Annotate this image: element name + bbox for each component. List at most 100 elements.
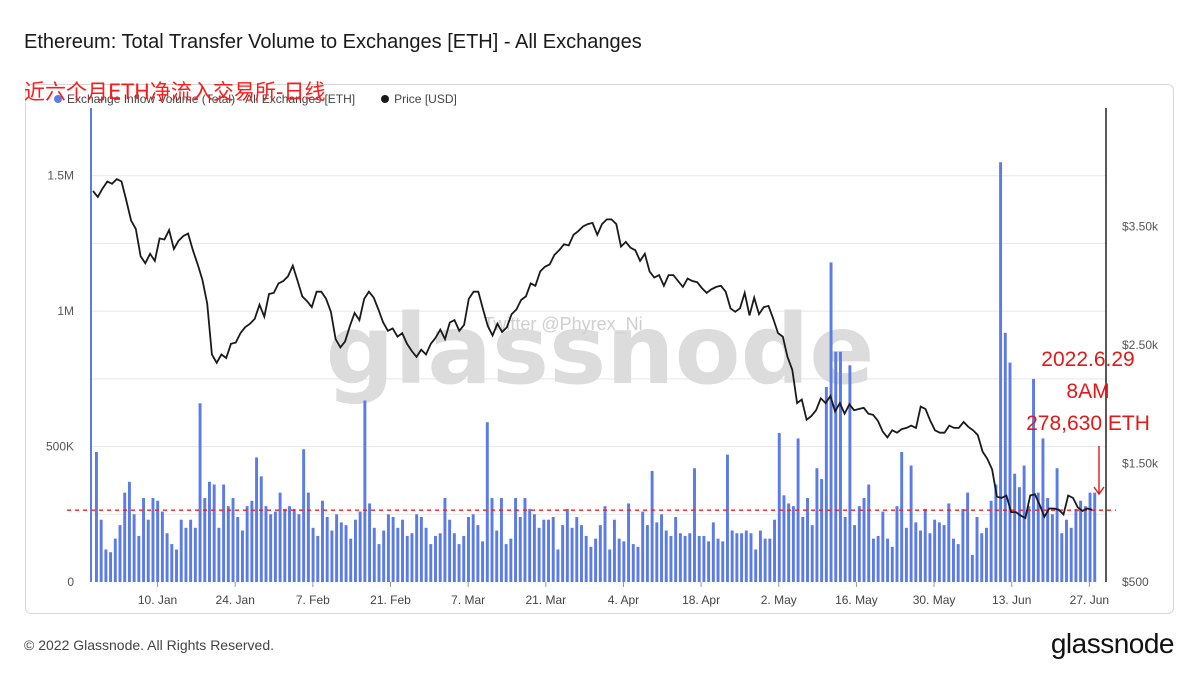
y-axis-left-ticks: 0 500K 1M 1.5M: [46, 169, 74, 589]
inflow-bar: [1041, 438, 1045, 582]
inflow-bar: [942, 525, 946, 582]
inflow-bar: [462, 535, 466, 582]
inflow-bar: [283, 508, 287, 582]
inflow-bar: [123, 492, 127, 582]
inflow-bar: [438, 533, 442, 582]
chart-title: Ethereum: Total Transfer Volume to Excha…: [24, 31, 642, 53]
inflow-bar: [415, 514, 419, 582]
inflow-bar: [980, 533, 984, 582]
inflow-bar: [641, 511, 645, 582]
annotation-date: 2022.6.29: [1041, 348, 1135, 371]
inflow-bar: [900, 451, 904, 582]
inflow-bar: [198, 403, 202, 582]
inflow-bar: [843, 516, 847, 582]
inflow-bar: [1079, 500, 1083, 582]
inflow-bar: [697, 535, 701, 582]
inflow-bar: [886, 538, 890, 582]
inflow-bar: [933, 519, 937, 582]
inflow-bar: [824, 386, 828, 582]
inflow-bar: [203, 498, 207, 582]
inflow-bar: [683, 535, 687, 582]
inflow-bar: [485, 422, 489, 582]
inflow-bar: [109, 552, 113, 582]
inflow-bar: [810, 525, 814, 582]
inflow-bar: [476, 525, 480, 582]
y-left-tick-1: 500K: [46, 440, 74, 454]
watermark-twitter: Twitter @Phyrex_Ni: [483, 314, 642, 335]
legend-inflow[interactable]: Exchange Inflow Volume (Total) - All Exc…: [54, 92, 355, 106]
x-tick-label-10: 30. May: [913, 593, 956, 607]
inflow-bar: [999, 162, 1003, 582]
inflow-bar: [1050, 514, 1054, 582]
inflow-bar: [707, 541, 711, 582]
inflow-bar: [617, 538, 621, 582]
inflow-bar: [984, 527, 988, 582]
inflow-bar: [773, 519, 777, 582]
inflow-bar: [189, 519, 193, 582]
inflow-bar: [919, 530, 922, 582]
inflow-bar: [645, 525, 649, 582]
inflow-bar: [255, 457, 259, 582]
inflow-bar: [208, 481, 211, 582]
inflow-bar: [222, 484, 226, 582]
inflow-bar: [820, 479, 824, 582]
inflow-bar: [735, 533, 739, 582]
chart-legend: Exchange Inflow Volume (Total) - All Exc…: [54, 92, 457, 106]
inflow-bar: [514, 498, 518, 582]
x-tick-label-1: 24. Jan: [216, 593, 255, 607]
inflow-bar: [429, 544, 433, 582]
inflow-bar: [259, 476, 263, 582]
inflow-bar: [1083, 506, 1087, 582]
copyright-footer: © 2022 Glassnode. All Rights Reserved.: [24, 637, 275, 653]
legend-price[interactable]: Price [USD]: [381, 92, 457, 106]
legend-price-dot: [381, 95, 390, 103]
x-tick-label-5: 21. Mar: [525, 593, 566, 607]
y-left-tick-2: 1M: [57, 304, 74, 318]
inflow-bar: [1003, 332, 1007, 582]
inflow-bar: [952, 538, 955, 582]
inflow-bar: [970, 554, 974, 582]
inflow-bar: [160, 511, 164, 582]
inflow-bar: [401, 519, 404, 582]
inflow-bar: [368, 503, 372, 582]
price-line: [92, 178, 1093, 520]
annotation-time: 8AM: [1066, 380, 1110, 403]
inflow-bar: [829, 262, 833, 582]
inflow-bar: [377, 544, 381, 582]
inflow-bar: [923, 508, 927, 582]
inflow-bar: [768, 538, 772, 582]
inflow-bar: [801, 516, 805, 582]
inflow-bar: [127, 481, 131, 582]
inflow-bar: [151, 498, 155, 582]
inflow-bar: [777, 433, 781, 582]
glassnode-logo[interactable]: glassnode: [1050, 628, 1175, 659]
inflow-bar: [881, 511, 885, 582]
inflow-bar: [165, 533, 169, 582]
legend-inflow-label: Exchange Inflow Volume (Total) - All Exc…: [67, 92, 356, 106]
inflow-bar: [890, 546, 894, 582]
x-tick-label-0: 10. Jan: [138, 593, 177, 607]
inflow-bar: [650, 470, 654, 582]
inflow-bar: [236, 516, 240, 582]
inflow-bar: [1036, 492, 1040, 582]
inflow-bar: [740, 533, 744, 582]
inflow-bar: [95, 451, 98, 582]
y-axis-right-ticks: $500 $1.50k $2.50k $3.50k: [1122, 220, 1159, 590]
x-tick-label-6: 4. Apr: [608, 593, 639, 607]
inflow-bar: [721, 541, 725, 582]
inflow-bar: [391, 516, 395, 582]
inflow-bar: [245, 506, 249, 582]
inflow-bar: [711, 522, 715, 582]
inflow-bar: [532, 514, 536, 582]
inflow-bar: [434, 535, 437, 582]
legend-inflow-dot: [54, 95, 62, 103]
inflow-bar: [867, 484, 871, 582]
x-tick-label-2: 7. Feb: [296, 593, 330, 607]
inflow-bar: [184, 527, 188, 582]
inflow-bar: [481, 541, 485, 582]
inflow-bar: [594, 538, 598, 582]
inflow-bar: [806, 498, 809, 582]
x-tick-label-3: 21. Feb: [370, 593, 411, 607]
annotation-arrow: [1093, 446, 1105, 496]
